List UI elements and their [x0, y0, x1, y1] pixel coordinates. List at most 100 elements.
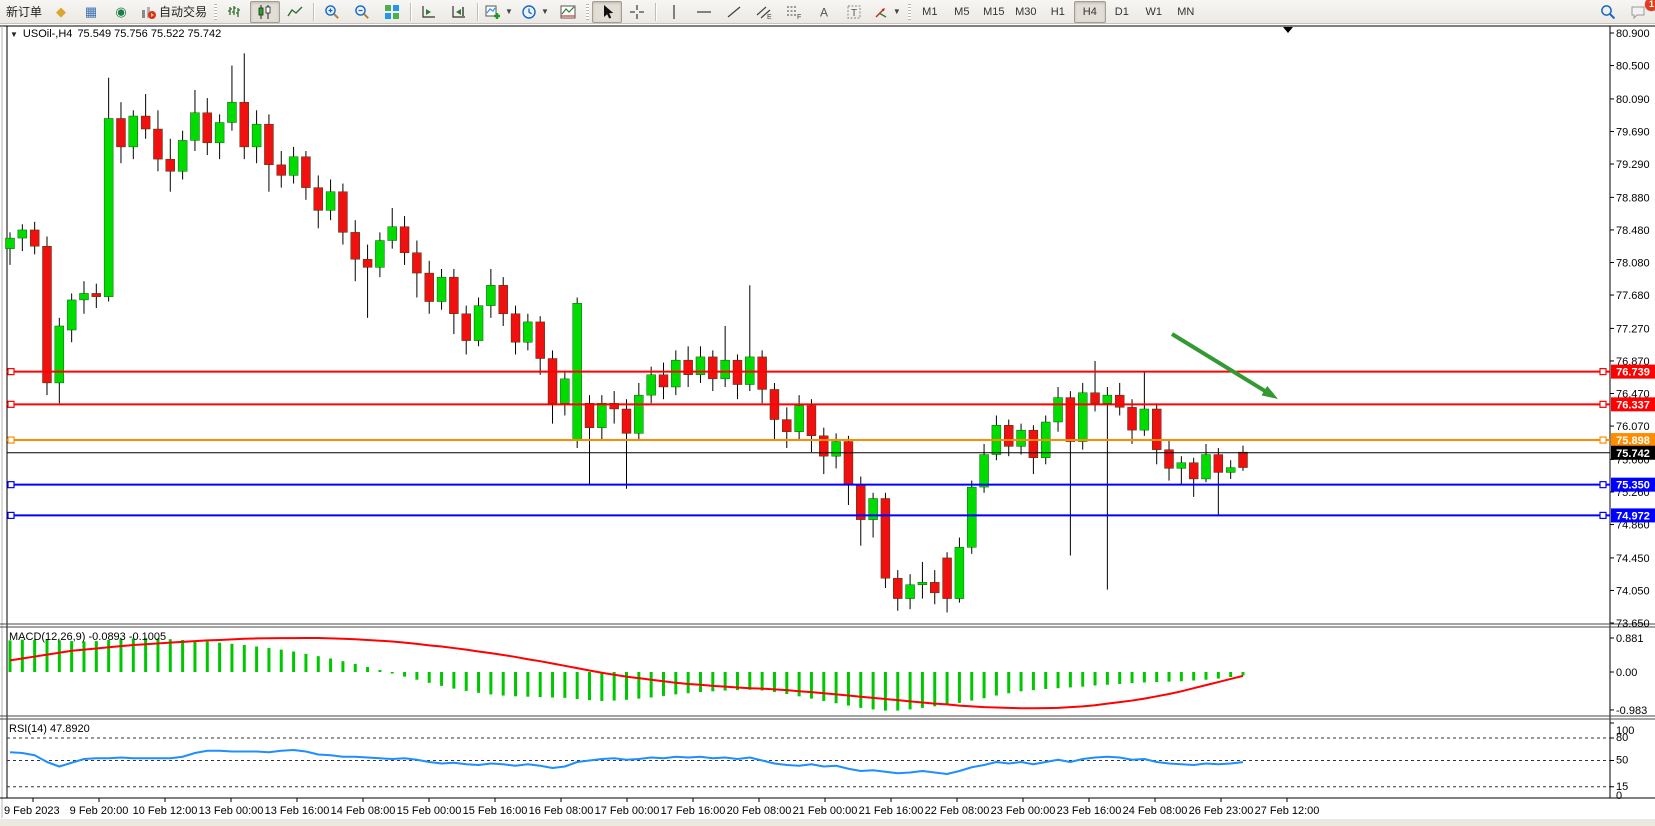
auto-scroll-button[interactable]	[414, 1, 444, 23]
toolbar-grip	[214, 3, 218, 20]
search-button[interactable]	[1593, 1, 1623, 23]
bearish-candle	[1127, 407, 1137, 431]
tile-windows-button[interactable]	[377, 1, 407, 23]
price-tick-label: 74.860	[1616, 520, 1650, 532]
bar-chart-button[interactable]	[220, 1, 250, 23]
line-handle[interactable]	[7, 436, 15, 444]
line-chart-icon	[287, 6, 303, 16]
bearish-candle	[856, 484, 866, 520]
line-handle[interactable]	[7, 481, 15, 489]
line-handle[interactable]	[1599, 400, 1607, 408]
bearish-candle	[264, 123, 274, 166]
bullish-candle	[905, 584, 915, 599]
timeframe-m30-button[interactable]: M30	[1015, 5, 1037, 18]
chevron-down-icon: ▼	[540, 7, 549, 16]
new-order-button[interactable]: 新订单	[2, 1, 46, 23]
vertical-line-button[interactable]	[659, 1, 689, 23]
main-toolbar: 新订单 ◆ ▦ ◉ 自动交易	[0, 0, 1655, 24]
chart-shift-icon	[452, 5, 466, 18]
search-icon	[1601, 4, 1616, 19]
timeframe-m15-button[interactable]: M15	[983, 5, 1005, 18]
timeframe-mn-button[interactable]: MN	[1177, 5, 1195, 18]
bearish-candle	[165, 158, 175, 172]
line-price-badge	[1611, 508, 1655, 523]
line-handle[interactable]	[1599, 481, 1607, 489]
bullish-candle	[560, 378, 570, 404]
bearish-candle	[362, 259, 373, 268]
cursor-icon	[603, 4, 614, 18]
auto-trading-label: 自动交易	[159, 5, 208, 19]
crosshair-button[interactable]	[622, 1, 652, 23]
notification-badge: 1	[1645, 0, 1655, 11]
text-label-button[interactable]: T	[839, 1, 869, 23]
data-window-icon: ▦	[84, 4, 98, 19]
auto-trading-button[interactable]: 自动交易	[136, 1, 211, 23]
line-handle[interactable]	[7, 511, 15, 520]
trendline-button[interactable]	[719, 1, 749, 23]
line-handle[interactable]	[1599, 511, 1607, 520]
time-tick-label: 23 Feb 16:00	[1057, 805, 1122, 817]
chat-button[interactable]: 1	[1623, 0, 1655, 23]
chart-shift-button[interactable]	[444, 1, 474, 23]
line-handle[interactable]	[7, 400, 15, 408]
bearish-candle	[140, 115, 151, 130]
new-chart-button[interactable]: ▼	[481, 1, 517, 23]
trend-arrow-object[interactable]	[1170, 332, 1269, 395]
zoom-out-button[interactable]	[347, 1, 377, 23]
timeframe-m5-button[interactable]: M5	[954, 5, 970, 18]
line-handle[interactable]	[7, 368, 15, 376]
bullish-candle	[979, 454, 989, 488]
line-price-badge	[1611, 477, 1655, 492]
bearish-candle	[782, 419, 792, 432]
chevron-down-icon: ▼	[892, 7, 901, 16]
timeframe-h1-button[interactable]: H1	[1050, 5, 1065, 18]
channel-button[interactable]: E	[749, 1, 779, 23]
horizontal-line-button[interactable]	[689, 1, 719, 23]
time-tick-label: 24 Feb 08:00	[1123, 805, 1188, 817]
bearish-candle	[1151, 408, 1162, 450]
fibonacci-button[interactable]: F	[779, 1, 809, 23]
time-tick-label: 20 Feb 08:00	[727, 805, 792, 817]
toolbar-separator	[410, 2, 412, 21]
time-tick-label: 10 Feb 12:00	[133, 805, 198, 817]
cursor-button[interactable]	[591, 0, 622, 23]
bullish-candle	[868, 498, 878, 520]
timeframe-m1-button[interactable]: M1	[922, 5, 938, 18]
shift-marker[interactable]	[1283, 27, 1293, 33]
auto-trading-icon	[142, 6, 157, 19]
timeframe-d1-button[interactable]: D1	[1114, 5, 1129, 18]
navigator-button[interactable]: ◉	[106, 1, 136, 23]
price-tick-label: 78.080	[1616, 257, 1650, 269]
periods-button[interactable]: ▼	[517, 1, 553, 23]
bullish-candle	[325, 191, 336, 211]
bearish-candle	[1188, 462, 1199, 480]
candlestick-chart-button[interactable]	[250, 0, 281, 23]
timeframe-w1-button[interactable]: W1	[1145, 5, 1163, 18]
rsi-tick-label: 100	[1616, 725, 1634, 737]
data-window-button[interactable]: ▦	[76, 1, 106, 23]
chart-window-title: ▼ USOil-,H4 75.549 75.756 75.522 75.742	[10, 28, 221, 40]
shapes-button[interactable]: ▼	[869, 1, 905, 23]
line-handle[interactable]	[1599, 368, 1607, 376]
one-click-trading-toggle[interactable]: ▼	[10, 29, 18, 39]
line-handle[interactable]	[1599, 436, 1607, 444]
macd-signal-line	[9, 637, 1244, 710]
line-chart-button[interactable]	[280, 1, 310, 23]
bullish-candle	[54, 325, 65, 384]
zoom-in-button[interactable]	[317, 1, 347, 23]
horizontal-line-icon	[696, 10, 711, 13]
arrows-shapes-icon	[875, 7, 887, 18]
bullish-candle	[954, 547, 965, 599]
macd-tick-label: -0.983	[1616, 705, 1647, 717]
text-button[interactable]: A	[809, 1, 839, 23]
indicators-button[interactable]	[553, 1, 583, 23]
bearish-candle	[942, 557, 952, 599]
line-price-badge-text: 75.898	[1616, 435, 1650, 447]
chart-canvas[interactable]: 80.900 80.500 80.090 79.690 79.290 78.880 78.4…	[0, 24, 1655, 826]
market-watch-button[interactable]: ◆	[46, 1, 76, 23]
timeframe-h4-button[interactable]: H4	[1073, 0, 1106, 23]
time-tick-label: 23 Feb 00:00	[991, 805, 1056, 817]
price-tick-label: 78.880	[1616, 192, 1650, 204]
trendline-icon	[727, 6, 741, 17]
bearish-candle	[1213, 454, 1224, 473]
